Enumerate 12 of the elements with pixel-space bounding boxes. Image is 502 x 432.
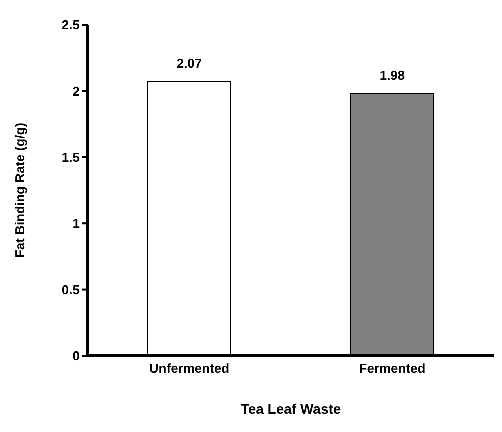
y-axis-title: Fat Binding Rate (g/g) xyxy=(12,122,28,258)
x-axis-title: Tea Leaf Waste xyxy=(240,401,342,417)
y-tick-label: 2 xyxy=(72,84,80,99)
x-tick-label: Unfermented xyxy=(149,361,230,376)
data-label: 2.07 xyxy=(176,56,202,71)
data-label: 1.98 xyxy=(380,68,406,83)
y-tick-label: 1 xyxy=(72,216,80,232)
y-tick-label: 0 xyxy=(72,348,80,364)
x-tick-label: Fermented xyxy=(359,361,426,376)
y-tick-label: 1.5 xyxy=(62,150,80,166)
y-tick-label: 2.5 xyxy=(62,18,80,33)
y-tick-label: 0.5 xyxy=(62,282,80,298)
